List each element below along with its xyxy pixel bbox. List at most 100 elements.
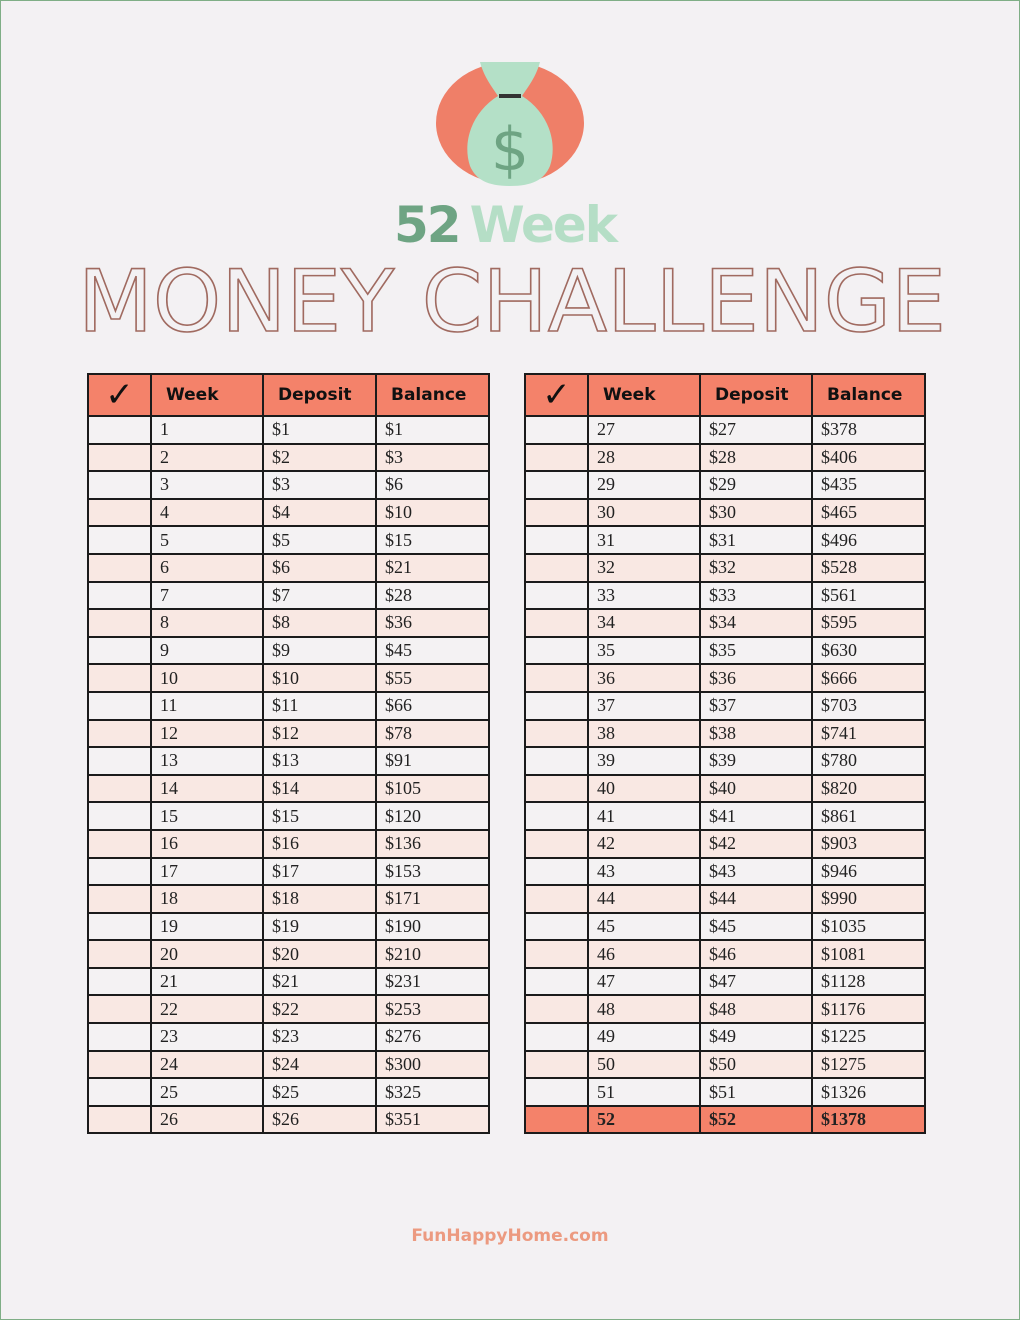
table-row: 26 $26 $351 xyxy=(87,1104,490,1135)
balance-cell: $91 xyxy=(375,746,490,776)
table-row: 25 $25 $325 xyxy=(87,1077,490,1107)
table-row: 41 $41 $861 xyxy=(524,801,926,831)
deposit-cell: $6 xyxy=(262,552,377,583)
check-cell[interactable] xyxy=(87,415,152,445)
week-cell: 41 xyxy=(587,801,701,831)
table-row: 22 $22 $253 xyxy=(87,994,490,1025)
balance-cell: $153 xyxy=(375,856,490,887)
balance-cell: $10 xyxy=(375,497,490,528)
check-cell[interactable] xyxy=(87,856,152,887)
check-cell[interactable] xyxy=(87,608,152,638)
check-cell[interactable] xyxy=(87,801,152,831)
check-cell[interactable] xyxy=(524,773,589,804)
deposit-cell: $15 xyxy=(262,801,377,831)
check-cell[interactable] xyxy=(524,994,589,1025)
deposit-cell: $52 xyxy=(699,1104,813,1135)
check-cell[interactable] xyxy=(87,1104,152,1135)
table-row: 27 $27 $378 xyxy=(524,415,926,445)
balance-cell: $3 xyxy=(375,442,490,473)
check-cell[interactable] xyxy=(524,828,589,859)
check-cell[interactable] xyxy=(87,525,152,555)
balance-cell: $990 xyxy=(811,884,926,914)
check-cell[interactable] xyxy=(524,470,589,500)
week-cell: 5 xyxy=(150,525,264,555)
balance-cell: $136 xyxy=(375,828,490,859)
deposit-cell: $18 xyxy=(262,884,377,914)
check-cell[interactable] xyxy=(87,718,152,749)
title-52-week: 52 Week xyxy=(394,196,618,254)
table-row: 7 $7 $28 xyxy=(87,580,490,611)
check-cell[interactable] xyxy=(87,552,152,583)
table-row: 23 $23 $276 xyxy=(87,1022,490,1052)
header-deposit: Deposit xyxy=(699,373,813,417)
deposit-cell: $43 xyxy=(699,856,813,887)
check-cell[interactable] xyxy=(524,635,589,666)
check-cell[interactable] xyxy=(524,801,589,831)
check-cell[interactable] xyxy=(524,690,589,721)
deposit-cell: $12 xyxy=(262,718,377,749)
check-cell[interactable] xyxy=(524,497,589,528)
check-cell[interactable] xyxy=(524,911,589,942)
week-cell: 48 xyxy=(587,994,701,1025)
check-cell[interactable] xyxy=(524,580,589,611)
balance-cell: $171 xyxy=(375,884,490,914)
check-cell[interactable] xyxy=(87,1049,152,1080)
balance-cell: $276 xyxy=(375,1022,490,1052)
check-cell[interactable] xyxy=(87,994,152,1025)
week-cell: 22 xyxy=(150,994,264,1025)
check-cell[interactable] xyxy=(524,525,589,555)
title-number: 52 xyxy=(394,196,462,254)
check-cell[interactable] xyxy=(87,663,152,693)
check-cell[interactable] xyxy=(87,1022,152,1052)
check-cell[interactable] xyxy=(524,1049,589,1080)
table-row: 40 $40 $820 xyxy=(524,773,926,804)
checkmark-icon: ✓ xyxy=(524,373,589,417)
check-cell[interactable] xyxy=(87,690,152,721)
check-cell[interactable] xyxy=(524,415,589,445)
check-cell[interactable] xyxy=(87,1077,152,1107)
deposit-cell: $34 xyxy=(699,608,813,638)
check-cell[interactable] xyxy=(524,663,589,693)
check-cell[interactable] xyxy=(524,966,589,997)
check-cell[interactable] xyxy=(524,608,589,638)
week-cell: 19 xyxy=(150,911,264,942)
table-row: 43 $43 $946 xyxy=(524,856,926,887)
table-row: 29 $29 $435 xyxy=(524,470,926,500)
check-cell[interactable] xyxy=(87,884,152,914)
check-cell[interactable] xyxy=(87,442,152,473)
week-cell: 26 xyxy=(150,1104,264,1135)
check-cell[interactable] xyxy=(87,773,152,804)
footer-website[interactable]: FunHappyHome.com xyxy=(411,1226,609,1246)
balance-cell: $820 xyxy=(811,773,926,804)
check-cell[interactable] xyxy=(524,552,589,583)
check-cell[interactable] xyxy=(87,966,152,997)
check-cell[interactable] xyxy=(524,1104,589,1135)
check-cell[interactable] xyxy=(87,828,152,859)
deposit-cell: $40 xyxy=(699,773,813,804)
check-cell[interactable] xyxy=(87,939,152,969)
check-cell[interactable] xyxy=(524,856,589,887)
balance-cell: $1128 xyxy=(811,966,926,997)
check-cell[interactable] xyxy=(524,442,589,473)
check-cell[interactable] xyxy=(524,718,589,749)
table-row: 11 $11 $66 xyxy=(87,690,490,721)
balance-cell: $666 xyxy=(811,663,926,693)
check-cell[interactable] xyxy=(524,1022,589,1052)
week-cell: 4 xyxy=(150,497,264,528)
check-cell[interactable] xyxy=(87,497,152,528)
week-cell: 9 xyxy=(150,635,264,666)
deposit-cell: $3 xyxy=(262,470,377,500)
check-cell[interactable] xyxy=(524,746,589,776)
deposit-cell: $39 xyxy=(699,746,813,776)
check-cell[interactable] xyxy=(87,746,152,776)
check-cell[interactable] xyxy=(87,580,152,611)
check-cell[interactable] xyxy=(87,635,152,666)
check-cell[interactable] xyxy=(87,911,152,942)
check-cell[interactable] xyxy=(87,470,152,500)
week-cell: 25 xyxy=(150,1077,264,1107)
week-cell: 16 xyxy=(150,828,264,859)
svg-text:$: $ xyxy=(491,115,529,185)
check-cell[interactable] xyxy=(524,884,589,914)
check-cell[interactable] xyxy=(524,1077,589,1107)
check-cell[interactable] xyxy=(524,939,589,969)
